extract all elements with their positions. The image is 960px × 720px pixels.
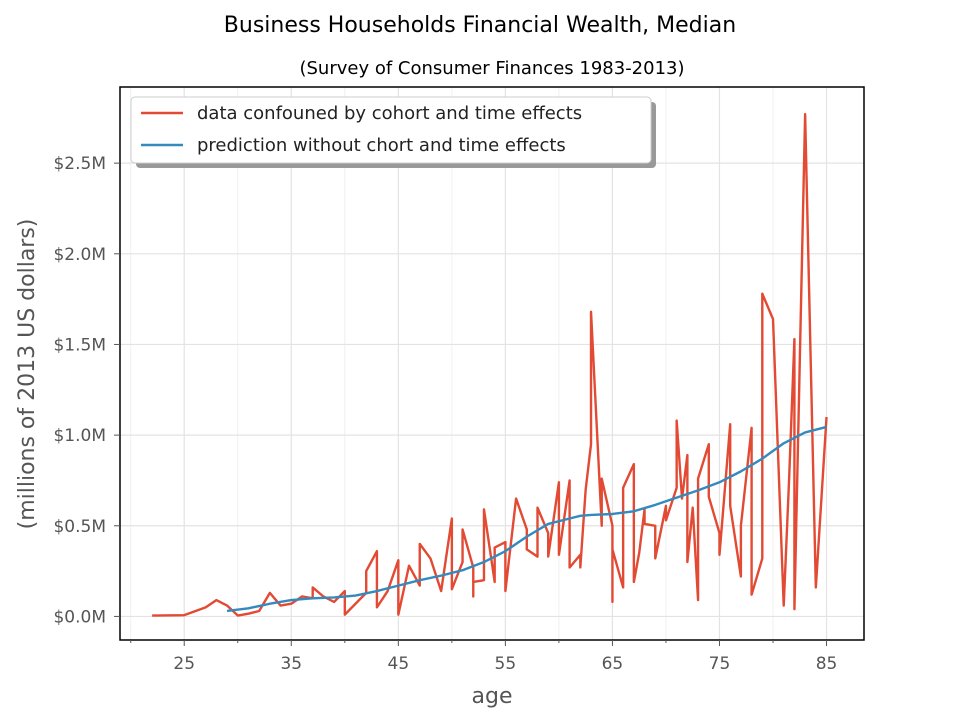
legend: data confouned by cohort and time effect… [130, 96, 656, 168]
x-tick-label: 85 [816, 654, 838, 674]
y-tick-label: $2.5M [53, 154, 106, 174]
x-tick-label: 65 [602, 654, 624, 674]
chart-subtitle: (Survey of Consumer Finances 1983-2013) [299, 58, 684, 79]
series-layer [152, 113, 828, 617]
series-line-data [152, 113, 828, 617]
x-tick-label: 25 [173, 654, 195, 674]
y-tick-label: $2.0M [53, 245, 106, 265]
x-tick-label: 75 [709, 654, 731, 674]
x-axis: 25 35 45 55 65 75 85 [130, 640, 838, 674]
legend-label-prediction: prediction without chort and time effect… [197, 135, 566, 156]
chart-title: Business Households Financial Wealth, Me… [224, 13, 736, 38]
y-tick-label: $1.0M [53, 426, 106, 446]
grid [120, 87, 864, 640]
x-tick-label: 55 [495, 654, 517, 674]
legend-label-data: data confouned by cohort and time effect… [197, 103, 582, 124]
legend-box [130, 96, 652, 164]
x-tick-label: 45 [388, 654, 410, 674]
y-tick-label: $0.0M [53, 607, 106, 627]
series-line-prediction [226, 425, 827, 613]
y-axis: $0.0M $0.5M $1.0M $1.5M $2.0M $2.5M [53, 154, 120, 627]
y-tick-label: $0.5M [53, 517, 106, 537]
x-tick-label: 35 [280, 654, 302, 674]
plot-frame [119, 86, 865, 641]
y-tick-label: $1.5M [53, 335, 106, 355]
x-axis-label: age [472, 684, 513, 709]
y-axis-label: (millions of 2013 US dollars) [15, 219, 40, 530]
